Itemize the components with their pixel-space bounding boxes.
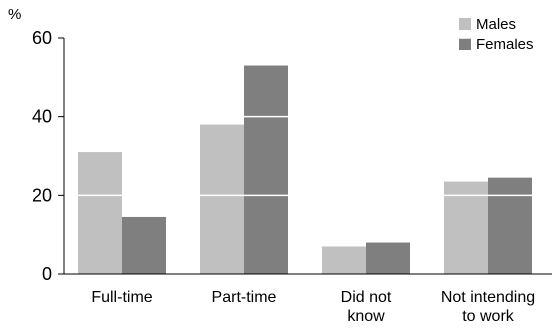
legend: Males Females — [459, 16, 534, 53]
bars — [78, 65, 532, 275]
x-category-label-line: Not intending — [441, 289, 535, 306]
bar-males-1 — [200, 124, 244, 275]
bar-males-3 — [444, 181, 488, 274]
x-category-label-line: to work — [462, 308, 515, 325]
y-tick-label-40: 40 — [32, 107, 52, 127]
x-category-label-line: Did not — [341, 289, 392, 306]
bar-males-0 — [78, 152, 122, 274]
x-category-labels: Full-time Part-time Did not know Not intendi… — [91, 289, 535, 325]
y-tick-label-60: 60 — [32, 28, 52, 48]
y-tick-labels: 0 20 40 60 — [32, 28, 52, 284]
x-category-label-line: Full-time — [91, 289, 152, 306]
x-category-label-2: Did not know — [341, 289, 392, 325]
legend-label-females: Females — [476, 36, 534, 53]
x-category-label-line: Part-time — [212, 289, 277, 306]
y-unit-label: % — [8, 6, 21, 23]
y-tick-label-0: 0 — [42, 264, 52, 284]
y-tick-label-20: 20 — [32, 185, 52, 205]
bar-females-3 — [488, 177, 532, 274]
axes — [58, 37, 552, 275]
bar-females-1 — [244, 65, 288, 275]
legend-label-males: Males — [476, 16, 516, 33]
gridlines — [64, 37, 552, 197]
bar-females-2 — [366, 242, 410, 274]
x-category-label-3: Not intending to work — [441, 289, 535, 325]
x-category-label-1: Part-time — [212, 289, 277, 306]
x-category-label-line: know — [347, 308, 385, 325]
x-category-label-0: Full-time — [91, 289, 152, 306]
legend-swatch-females — [459, 38, 471, 50]
bar-females-0 — [122, 216, 166, 274]
legend-swatch-males — [459, 18, 471, 30]
bar-males-2 — [322, 246, 366, 274]
